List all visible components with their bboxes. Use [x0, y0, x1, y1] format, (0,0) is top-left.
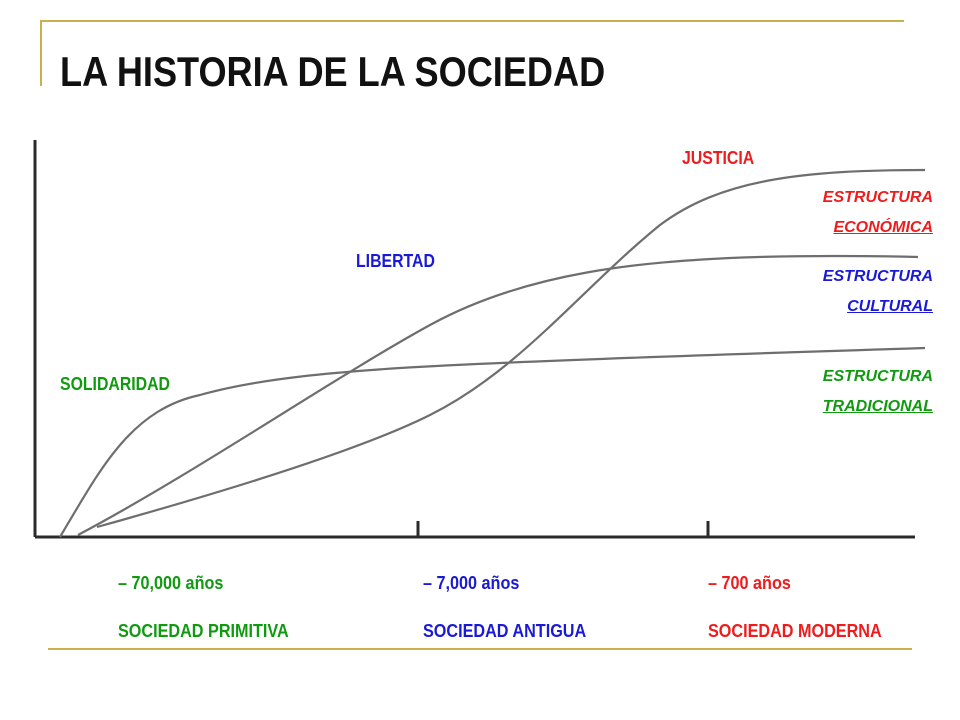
label-estructura-tradicional: ESTRUCTURA TRADICIONAL	[823, 362, 933, 422]
estructura-cultural-line1: ESTRUCTURA	[822, 268, 933, 285]
label-estructura-economica: ESTRUCTURA ECONÓMICA	[823, 183, 933, 243]
page-title: LA HISTORIA DE LA SOCIEDAD	[60, 48, 606, 95]
estructura-economica-line1: ESTRUCTURA	[822, 189, 933, 206]
estructura-economica-line2: ECONÓMICA	[833, 219, 933, 236]
top-rule	[40, 20, 904, 22]
estructura-tradicional-line1: ESTRUCTURA	[822, 368, 933, 385]
time-antigua: – 7,000 años	[423, 573, 520, 593]
estructura-tradicional-line2: TRADICIONAL	[822, 398, 933, 415]
time-primitiva: – 70,000 años	[118, 573, 224, 593]
period-antigua: SOCIEDAD ANTIGUA	[423, 621, 587, 641]
label-solidaridad: SOLIDARIDAD	[60, 374, 170, 394]
bottom-rule	[48, 648, 912, 650]
curve-economica	[96, 168, 926, 529]
curve-tradicional	[59, 346, 926, 538]
curve-cultural	[77, 254, 919, 536]
label-libertad: LIBERTAD	[356, 251, 435, 271]
time-moderna: – 700 años	[708, 573, 791, 593]
label-estructura-cultural: ESTRUCTURA CULTURAL	[823, 262, 933, 322]
left-rule	[40, 20, 42, 86]
label-justicia: JUSTICIA	[682, 148, 755, 168]
estructura-cultural-line2: CULTURAL	[847, 298, 933, 315]
period-moderna: SOCIEDAD MODERNA	[708, 621, 882, 641]
period-primitiva: SOCIEDAD PRIMITIVA	[118, 621, 289, 641]
